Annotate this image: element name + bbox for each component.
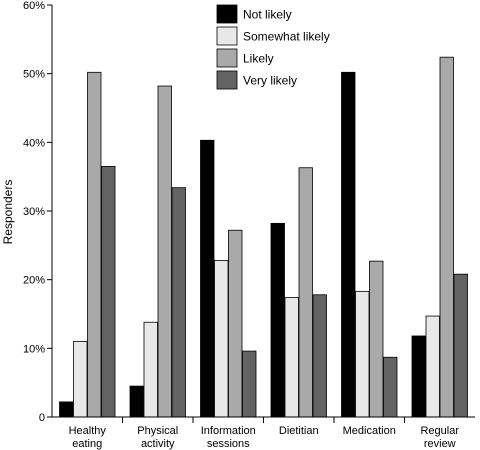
y-tick-label: 20% xyxy=(23,275,45,287)
bar-likely xyxy=(369,260,384,418)
category-label: Healthy xyxy=(69,425,107,437)
x-axis-ticks xyxy=(122,417,405,423)
category-label: Physical xyxy=(137,425,178,437)
bar-somewhat-likely xyxy=(73,341,88,418)
y-axis-title: Responders xyxy=(1,180,15,245)
bar-likely xyxy=(157,85,172,418)
y-axis-ticks: 0 10% 20% 30% 40% 50% 60% xyxy=(23,0,52,424)
y-tick-label: 10% xyxy=(23,343,45,355)
y-tick-label: 50% xyxy=(23,69,45,81)
bar-not-likely xyxy=(411,335,426,418)
bar-likely xyxy=(439,56,454,418)
category-label: eating xyxy=(72,438,102,450)
bars xyxy=(59,56,468,418)
legend-swatch xyxy=(216,26,238,46)
y-tick-label: 30% xyxy=(23,206,45,218)
category-label: Regular xyxy=(420,425,459,437)
bar-likely xyxy=(87,71,102,418)
legend: Not likely Somewhat likely Likely Very like… xyxy=(216,4,330,90)
category-label: activity xyxy=(141,438,175,450)
bar-somewhat-likely xyxy=(355,290,370,418)
legend-label: Not likely xyxy=(243,8,292,22)
legend-swatch xyxy=(216,4,238,24)
bar-very-likely xyxy=(312,294,327,418)
bar-very-likely xyxy=(453,273,468,418)
bar-very-likely xyxy=(242,350,257,418)
bar-likely xyxy=(298,167,313,418)
bar-not-likely xyxy=(200,139,215,418)
legend-swatch xyxy=(216,70,238,90)
bar-likely xyxy=(228,229,243,418)
y-tick-label: 60% xyxy=(23,0,45,12)
category-label: Information xyxy=(201,425,256,437)
legend-label: Likely xyxy=(243,52,274,66)
category-label: Medication xyxy=(343,425,396,437)
bar-somewhat-likely xyxy=(214,260,229,418)
legend-swatch xyxy=(216,48,238,68)
legend-label: Somewhat likely xyxy=(243,30,330,44)
bar-very-likely xyxy=(101,165,116,418)
bar-somewhat-likely xyxy=(143,321,158,418)
bar-not-likely xyxy=(270,222,285,418)
bar-very-likely xyxy=(383,356,398,418)
bar-not-likely xyxy=(129,385,144,418)
category-label: review xyxy=(424,438,456,450)
bar-somewhat-likely xyxy=(284,297,299,418)
category-label: sessions xyxy=(207,438,250,450)
category-label: Dietitian xyxy=(279,425,319,437)
bar-not-likely xyxy=(341,71,356,418)
bar-somewhat-likely xyxy=(425,315,440,418)
bar-not-likely xyxy=(59,401,74,418)
y-tick-label: 40% xyxy=(23,137,45,149)
legend-label: Very likely xyxy=(243,74,297,88)
y-tick-label: 0 xyxy=(39,412,45,424)
bar-very-likely xyxy=(171,187,186,418)
